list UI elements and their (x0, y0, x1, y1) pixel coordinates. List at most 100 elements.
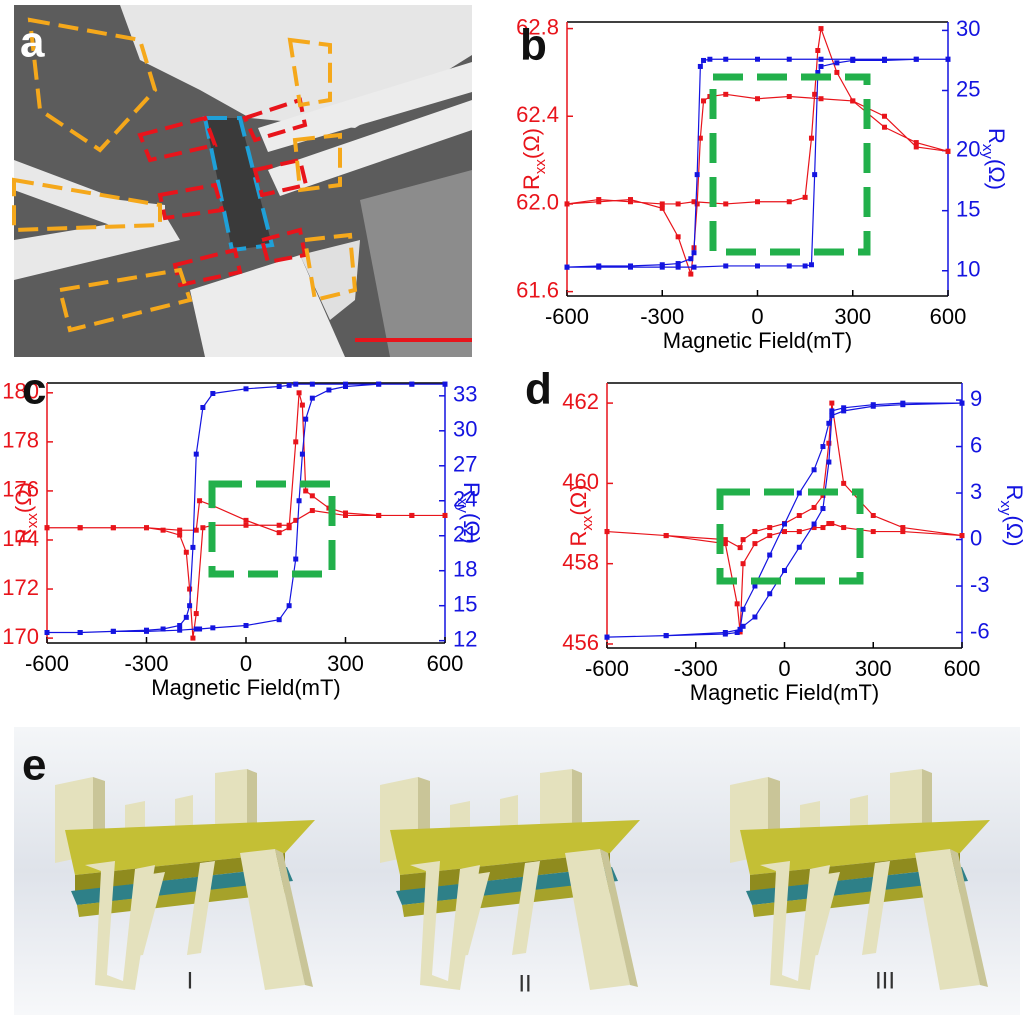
y2-tick-label: 10 (956, 257, 980, 282)
data-point (190, 636, 195, 641)
data-point (184, 615, 189, 620)
data-point (144, 525, 149, 530)
data-point (244, 386, 249, 391)
data-point (210, 625, 215, 630)
y2-tick-label: 0 (970, 525, 982, 550)
data-point (565, 201, 570, 206)
data-point (882, 114, 887, 119)
data-point (184, 550, 189, 555)
data-point (752, 529, 757, 534)
data-point (871, 402, 876, 407)
data-point (797, 545, 802, 550)
data-point (200, 525, 205, 530)
data-point (723, 92, 728, 97)
data-point (767, 533, 772, 538)
data-point (735, 601, 740, 606)
data-point (723, 263, 728, 268)
axis-label-part: R (984, 128, 1009, 144)
data-point (197, 627, 202, 632)
series-line (607, 403, 962, 632)
data-point (741, 561, 746, 566)
y2-tick-label: -3 (970, 572, 990, 597)
data-point (820, 506, 825, 511)
data-point (78, 630, 83, 635)
axis-label-part: R (566, 531, 591, 547)
data-point (819, 96, 824, 101)
data-point (829, 408, 834, 413)
panel-e: e I II III (14, 727, 1020, 1015)
data-point (177, 623, 182, 628)
data-point (755, 199, 760, 204)
axis-label-part: (Ω) (1002, 515, 1027, 546)
data-point (812, 467, 817, 472)
data-point (787, 94, 792, 99)
data-point (144, 628, 149, 633)
y-tick-label: 61.6 (516, 277, 559, 302)
y-axis-label: Rxy(Ω) (997, 485, 1028, 547)
data-point (707, 57, 712, 62)
render-caption: III (875, 967, 895, 994)
data-point (605, 529, 610, 534)
x-tick-label: 300 (327, 651, 364, 676)
data-point (723, 541, 728, 546)
y2-tick-label: 15 (956, 196, 980, 221)
x-tick-label: 300 (855, 656, 892, 681)
chart-panel: -600-300030060061.662.062.462.8101520253… (516, 14, 1009, 352)
data-point (660, 262, 665, 267)
data-point (820, 525, 825, 530)
x-tick-label: 600 (930, 304, 967, 329)
data-point (310, 493, 315, 498)
data-point (45, 525, 50, 530)
data-point (826, 521, 831, 526)
data-point (803, 263, 808, 268)
x-tick-label: -300 (674, 656, 718, 681)
data-point (409, 382, 414, 387)
data-point (850, 98, 855, 103)
series-line (607, 403, 962, 637)
x-tick-label: 0 (778, 656, 790, 681)
data-point (797, 491, 802, 496)
data-point (303, 417, 308, 422)
data-point (960, 533, 965, 538)
axis-label-part: (Ω) (459, 513, 484, 544)
data-point (803, 195, 808, 200)
data-point (596, 263, 601, 268)
data-point (797, 513, 802, 518)
y-tick-label: 170 (2, 624, 39, 649)
data-point (210, 391, 215, 396)
panel-label: e (22, 741, 46, 790)
data-point (692, 250, 697, 255)
data-point (310, 382, 315, 387)
panel-a: a (14, 5, 472, 357)
data-point (664, 533, 669, 538)
y-tick-label: 178 (2, 428, 39, 453)
data-point (787, 57, 792, 62)
y2-tick-label: 20 (956, 136, 980, 161)
data-point (303, 488, 308, 493)
y2-tick-label: 25 (956, 76, 980, 101)
data-point (194, 528, 199, 533)
data-point (755, 57, 760, 62)
data-point (960, 401, 965, 406)
data-point (177, 533, 182, 538)
data-point (293, 439, 298, 444)
axis-label-part: xy (979, 144, 996, 160)
chart-panel: -600-30003006001701721741761781801215182… (2, 365, 484, 700)
data-point (782, 529, 787, 534)
data-point (277, 523, 282, 528)
highlight-box (720, 492, 860, 581)
data-point (376, 513, 381, 518)
data-point (741, 607, 746, 612)
series-line (567, 59, 948, 267)
render-caption: I (187, 967, 194, 994)
data-point (914, 57, 919, 62)
panel-label: b (520, 21, 547, 70)
data-point (300, 403, 305, 408)
axis-label-part: xy (997, 500, 1014, 516)
data-point (782, 568, 787, 573)
y2-tick-label: 15 (453, 592, 477, 617)
data-point (660, 206, 665, 211)
data-point (297, 498, 302, 503)
data-point (834, 60, 839, 65)
axis-label-part: R (1002, 485, 1027, 501)
